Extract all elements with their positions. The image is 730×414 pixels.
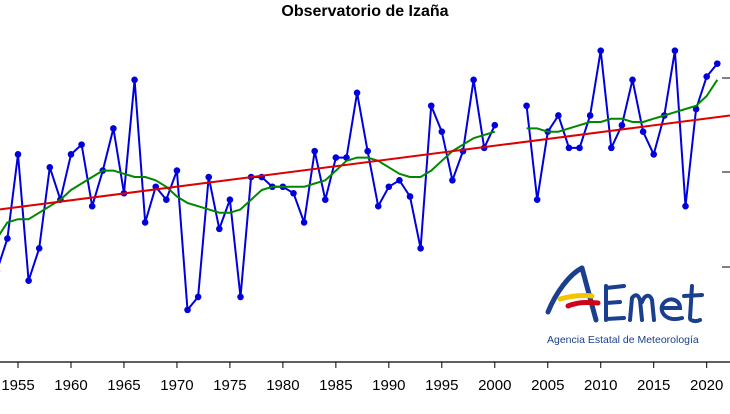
data-point bbox=[650, 151, 658, 158]
x-tick-label: 1975 bbox=[213, 377, 246, 394]
aemet-logo bbox=[540, 262, 720, 352]
axis-layer bbox=[0, 77, 730, 368]
data-point bbox=[4, 235, 11, 242]
data-point bbox=[46, 164, 54, 171]
smoothed-series-line bbox=[0, 130, 496, 236]
x-tick-label: 1995 bbox=[425, 377, 458, 394]
data-point bbox=[173, 167, 181, 174]
data-point bbox=[385, 183, 393, 191]
data-point bbox=[396, 176, 403, 184]
data-point bbox=[427, 102, 435, 110]
data-point bbox=[523, 102, 530, 110]
data-point bbox=[67, 151, 75, 158]
data-point bbox=[618, 121, 626, 129]
x-tick-label: 1980 bbox=[266, 377, 299, 394]
data-point bbox=[237, 293, 244, 301]
smoothed-series-line bbox=[526, 79, 719, 133]
x-tick-label: 2020 bbox=[690, 377, 723, 394]
data-point bbox=[608, 144, 615, 152]
data-point bbox=[629, 76, 636, 84]
data-point bbox=[14, 151, 22, 158]
x-tick-label: 2005 bbox=[531, 377, 564, 394]
data-point bbox=[35, 245, 43, 252]
data-point bbox=[713, 60, 721, 67]
data-point bbox=[703, 73, 710, 80]
data-point bbox=[586, 112, 594, 119]
data-point bbox=[682, 202, 689, 210]
x-tick-label: 1965 bbox=[107, 377, 140, 394]
data-point bbox=[25, 277, 32, 285]
data-point bbox=[343, 154, 350, 161]
data-point bbox=[300, 219, 308, 226]
series-layer bbox=[0, 47, 730, 314]
data-point bbox=[311, 147, 318, 155]
data-point bbox=[88, 202, 96, 210]
data-point bbox=[78, 141, 85, 148]
data-point bbox=[639, 128, 647, 135]
data-point bbox=[141, 219, 149, 226]
data-point bbox=[110, 125, 117, 132]
x-tick-label: 1985 bbox=[319, 377, 352, 394]
data-point bbox=[374, 202, 382, 210]
data-point bbox=[131, 76, 138, 84]
x-tick-label: 1990 bbox=[372, 377, 405, 394]
data-point bbox=[417, 245, 424, 252]
data-point bbox=[364, 147, 371, 155]
data-point bbox=[353, 89, 361, 97]
data-point bbox=[406, 193, 414, 200]
aemet-caption: Agencia Estatal de Meteorología bbox=[547, 334, 699, 346]
data-point bbox=[321, 196, 329, 204]
data-point bbox=[576, 144, 583, 152]
data-point bbox=[438, 128, 446, 135]
x-tick-label: 1970 bbox=[160, 377, 193, 394]
x-tick-label: 1955 bbox=[1, 377, 34, 394]
data-point bbox=[205, 173, 213, 181]
data-point bbox=[332, 154, 340, 161]
data-point bbox=[226, 196, 234, 204]
data-point bbox=[597, 47, 605, 54]
x-tick-label: 2010 bbox=[584, 377, 617, 394]
data-point bbox=[491, 121, 499, 129]
data-point bbox=[290, 189, 297, 197]
data-point bbox=[533, 196, 541, 204]
data-point bbox=[555, 112, 562, 119]
data-point bbox=[194, 293, 202, 301]
data-point bbox=[216, 225, 223, 233]
chart-title: Observatorio de Izaña bbox=[281, 3, 449, 20]
data-point bbox=[692, 105, 700, 113]
trend-line bbox=[0, 114, 730, 211]
data-point bbox=[565, 144, 573, 152]
data-point bbox=[163, 196, 170, 204]
data-point bbox=[449, 176, 456, 184]
x-tick-label: 2015 bbox=[637, 377, 670, 394]
x-tick-label: 2000 bbox=[478, 377, 511, 394]
data-point bbox=[470, 76, 477, 84]
data-point bbox=[671, 47, 679, 54]
data-point bbox=[184, 306, 191, 314]
observed-series-line bbox=[0, 78, 496, 311]
ticks-layer: 1955 1960 1965 1970 1975 1980 1985 1990 1995 2000… bbox=[1, 377, 723, 394]
x-tick-label: 1960 bbox=[54, 377, 87, 394]
